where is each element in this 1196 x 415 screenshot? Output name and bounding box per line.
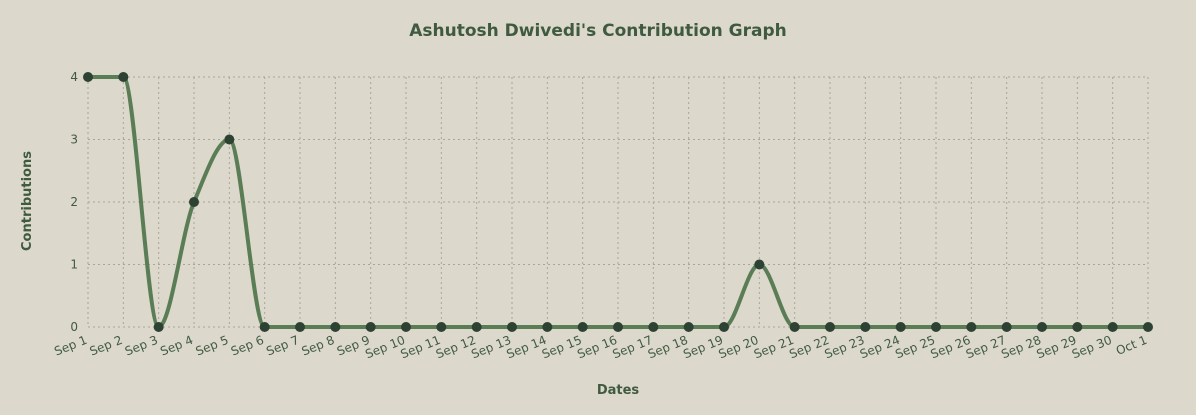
x-tick-label: Sep 1 [52, 333, 89, 359]
data-point[interactable] [860, 322, 871, 332]
data-point[interactable] [1107, 322, 1118, 332]
data-point[interactable] [577, 322, 588, 332]
x-tick-label: Oct 1 [1114, 333, 1149, 358]
data-point[interactable] [1072, 322, 1083, 332]
data-point[interactable] [683, 322, 694, 332]
data-point[interactable] [507, 322, 517, 332]
data-point[interactable] [330, 322, 341, 332]
x-tick-label: Sep 7 [264, 333, 301, 359]
data-points [83, 72, 1153, 332]
data-point[interactable] [224, 134, 235, 145]
x-tick-label: Sep 4 [158, 333, 195, 359]
data-point[interactable] [754, 259, 765, 270]
x-tick-label: Sep 3 [123, 333, 160, 359]
data-point[interactable] [931, 322, 941, 332]
data-point[interactable] [471, 322, 482, 332]
data-point[interactable] [719, 322, 729, 332]
y-axis-label: Contributions [20, 151, 35, 251]
data-point[interactable] [189, 197, 199, 207]
data-point[interactable] [789, 322, 800, 332]
data-point[interactable] [966, 322, 977, 332]
x-tick-label: Sep 30 [1070, 333, 1114, 362]
x-tick-label: Sep 6 [229, 333, 266, 359]
data-point[interactable] [1037, 322, 1047, 332]
x-tick-label: Sep 5 [194, 333, 231, 359]
data-point[interactable] [295, 322, 305, 332]
x-tick-label: Sep 8 [300, 333, 337, 359]
data-point[interactable] [895, 322, 906, 332]
data-point[interactable] [1001, 322, 1012, 332]
data-point[interactable] [401, 322, 411, 332]
data-point[interactable] [118, 72, 129, 82]
y-tick-label: 0 [70, 320, 78, 334]
y-tick-label: 3 [70, 133, 78, 147]
x-tick-label: Sep 2 [88, 333, 125, 359]
data-point[interactable] [613, 322, 623, 332]
data-point[interactable] [825, 322, 835, 332]
data-point[interactable] [648, 322, 659, 332]
data-point[interactable] [436, 322, 447, 332]
data-point[interactable] [365, 322, 376, 332]
y-tick-label: 1 [70, 258, 78, 272]
data-point[interactable] [1143, 322, 1153, 332]
data-point[interactable] [83, 72, 93, 82]
grid-lines [87, 76, 1149, 328]
data-point[interactable] [259, 322, 270, 332]
y-tick-label: 4 [70, 70, 78, 84]
chart-title: Ashutosh Dwivedi's Contribution Graph [409, 21, 787, 41]
y-axis-ticks: 0 1 2 3 4 [70, 70, 78, 334]
data-point[interactable] [153, 322, 164, 332]
data-point[interactable] [542, 322, 553, 332]
x-axis-label: Dates [597, 383, 640, 398]
y-tick-label: 2 [70, 195, 78, 209]
